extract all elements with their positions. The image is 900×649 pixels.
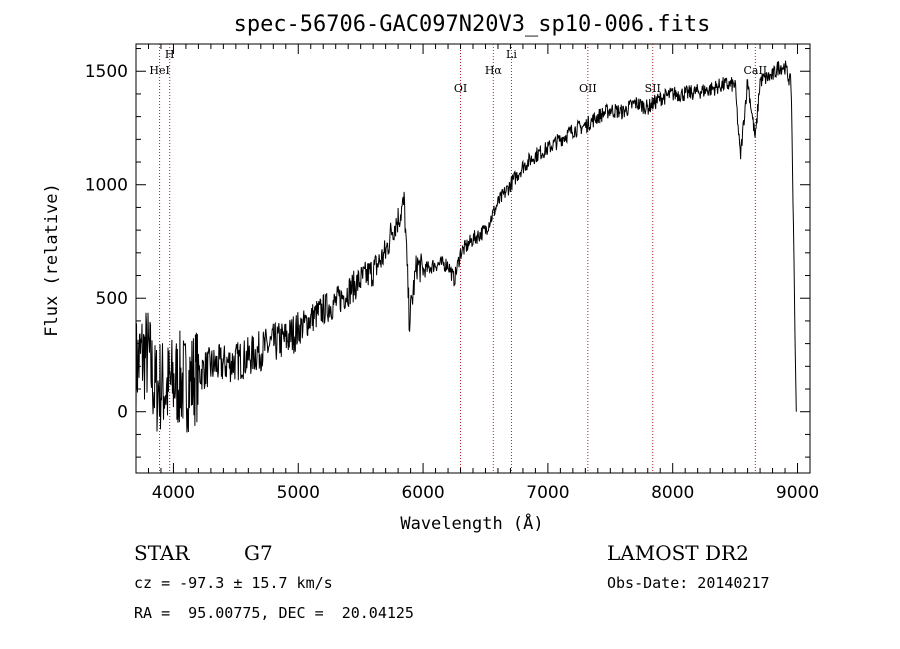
- emission-line-label: OII: [579, 82, 597, 95]
- y-axis-label: Flux (relative): [42, 183, 62, 337]
- x-axis-label: Wavelength (Å): [400, 512, 543, 534]
- survey-name: LAMOST DR2: [607, 541, 749, 565]
- x-tick-label: 7000: [526, 483, 569, 503]
- chart-title: spec-56706-GAC097N20V3_sp10-006.fits: [234, 12, 711, 37]
- object-class: STAR: [134, 541, 190, 565]
- x-tick-label: 5000: [277, 483, 320, 503]
- emission-line-label: CaII: [743, 64, 767, 77]
- emission-line-label: Li: [506, 48, 517, 61]
- x-tick-label: 8000: [651, 483, 694, 503]
- y-tick-label: 1500: [85, 62, 128, 82]
- x-tick-label: 9000: [776, 483, 819, 503]
- y-tick-label: 500: [96, 289, 128, 309]
- subclass: G7: [244, 541, 273, 565]
- observation-date: Obs-Date: 20140217: [607, 574, 770, 592]
- x-tick-label: 6000: [401, 483, 444, 503]
- spectrum-line: [135, 60, 797, 433]
- emission-line-label: OI: [454, 82, 467, 95]
- plot-frame: [135, 43, 811, 474]
- emission-line-label: H: [165, 48, 175, 61]
- redshift-velocity: cz = -97.3 ± 15.7 km/s: [134, 574, 333, 592]
- coordinates: RA = 95.00775, DEC = 20.04125: [134, 604, 414, 622]
- emission-line-label: SII: [645, 82, 661, 95]
- x-tick-label: 4000: [152, 483, 195, 503]
- y-tick-label: 1000: [85, 176, 128, 196]
- emission-line-label: Hα: [485, 64, 503, 77]
- emission-line-label: HeI: [149, 64, 169, 77]
- y-tick-label: 0: [117, 403, 128, 423]
